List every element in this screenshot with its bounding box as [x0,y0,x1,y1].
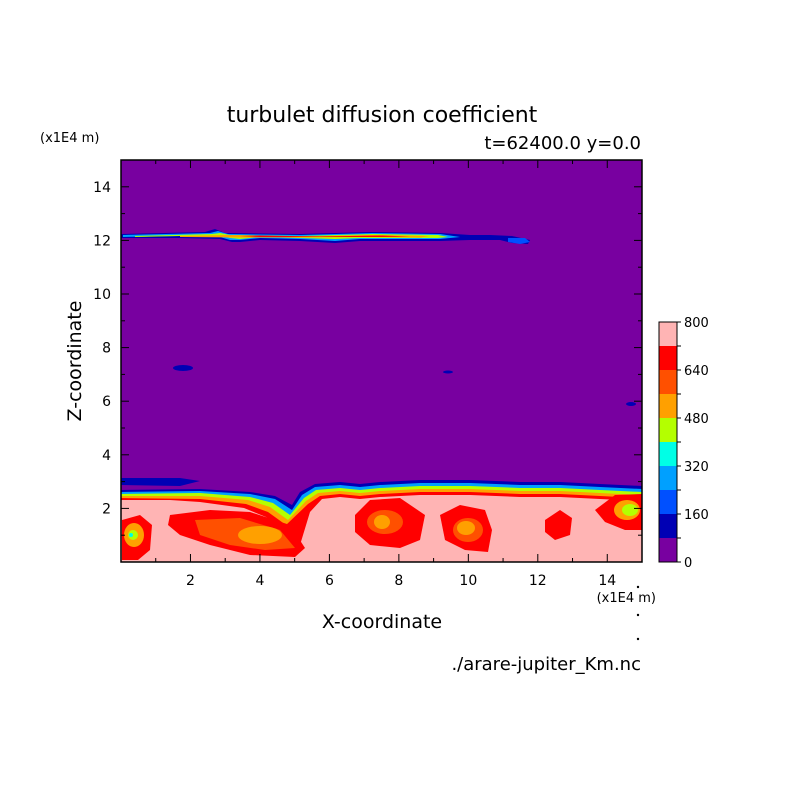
colorbar-segment [659,466,677,490]
y-tick-label: 6 [102,394,111,410]
x-tick-label: 10 [459,573,477,589]
lower-layer [121,480,642,562]
core-2-orange [238,526,282,544]
colorbar-label: 800 [684,316,709,331]
plot-area [121,160,642,562]
upper-band-level-5 [135,233,448,239]
y-tick-label: 8 [102,341,111,357]
colorbar-segment [659,418,677,442]
y-tick-label: 4 [102,448,111,464]
y-tick-label: 14 [93,180,111,196]
x-tick-label: 14 [598,573,616,589]
plot-frame [120,159,643,563]
colorbar: 0 160 320 480 640 800 [658,316,709,571]
x-axis: 2 4 6 8 10 12 14 [155,160,616,589]
x-tick-label: 4 [255,573,264,589]
x-tick-label: 12 [529,573,547,589]
core-6-yellow [622,504,638,516]
upper-band-blob [508,238,530,244]
small-blob-2 [443,370,453,374]
chart-subtitle: t=62400.0 y=0.0 [484,133,641,154]
colorbar-segment [659,346,677,370]
x-axis-label: X-coordinate [322,611,442,633]
upper-band [121,229,636,486]
y-tick-label: 10 [93,287,111,303]
colorbar-segment [659,394,677,418]
marker-dots [636,585,640,641]
colorbar-label: 480 [684,412,709,427]
small-blob-3 [626,402,636,406]
colorbar-label: 640 [684,364,709,379]
core-5-red [545,510,572,540]
y-unit-label: (x1E4 m) [40,131,99,146]
y-tick-label: 12 [93,233,111,249]
core-4-orange [457,521,475,535]
upper-band-level-8 [240,235,410,237]
colorbar-segment [659,370,677,394]
y-axis: 2 4 6 8 10 12 14 [93,180,642,536]
colorbar-segment [659,538,677,562]
x-tick-label: 8 [394,573,403,589]
y-tick-label: 2 [102,501,111,517]
x-tick-label: 6 [325,573,334,589]
source-filename: ./arare-jupiter_Km.nc [451,654,641,675]
colorbar-label: 160 [684,508,709,523]
colorbar-label: 320 [684,460,709,475]
y-axis-label: Z-coordinate [64,301,86,422]
small-blob-1 [173,365,193,371]
x-unit-label: (x1E4 m) [597,591,656,606]
x-tick-label: 2 [186,573,195,589]
chart-title: turbulet diffusion coefficient [227,103,538,128]
core-1-cyan [129,533,133,537]
colorbar-segment [659,442,677,466]
lower-thin-blue [121,478,200,486]
core-3-orange [374,515,390,529]
colorbar-segment [659,490,677,514]
colorbar-label: 0 [684,556,692,571]
colorbar-segment [659,322,677,346]
colorbar-segment [659,514,677,538]
